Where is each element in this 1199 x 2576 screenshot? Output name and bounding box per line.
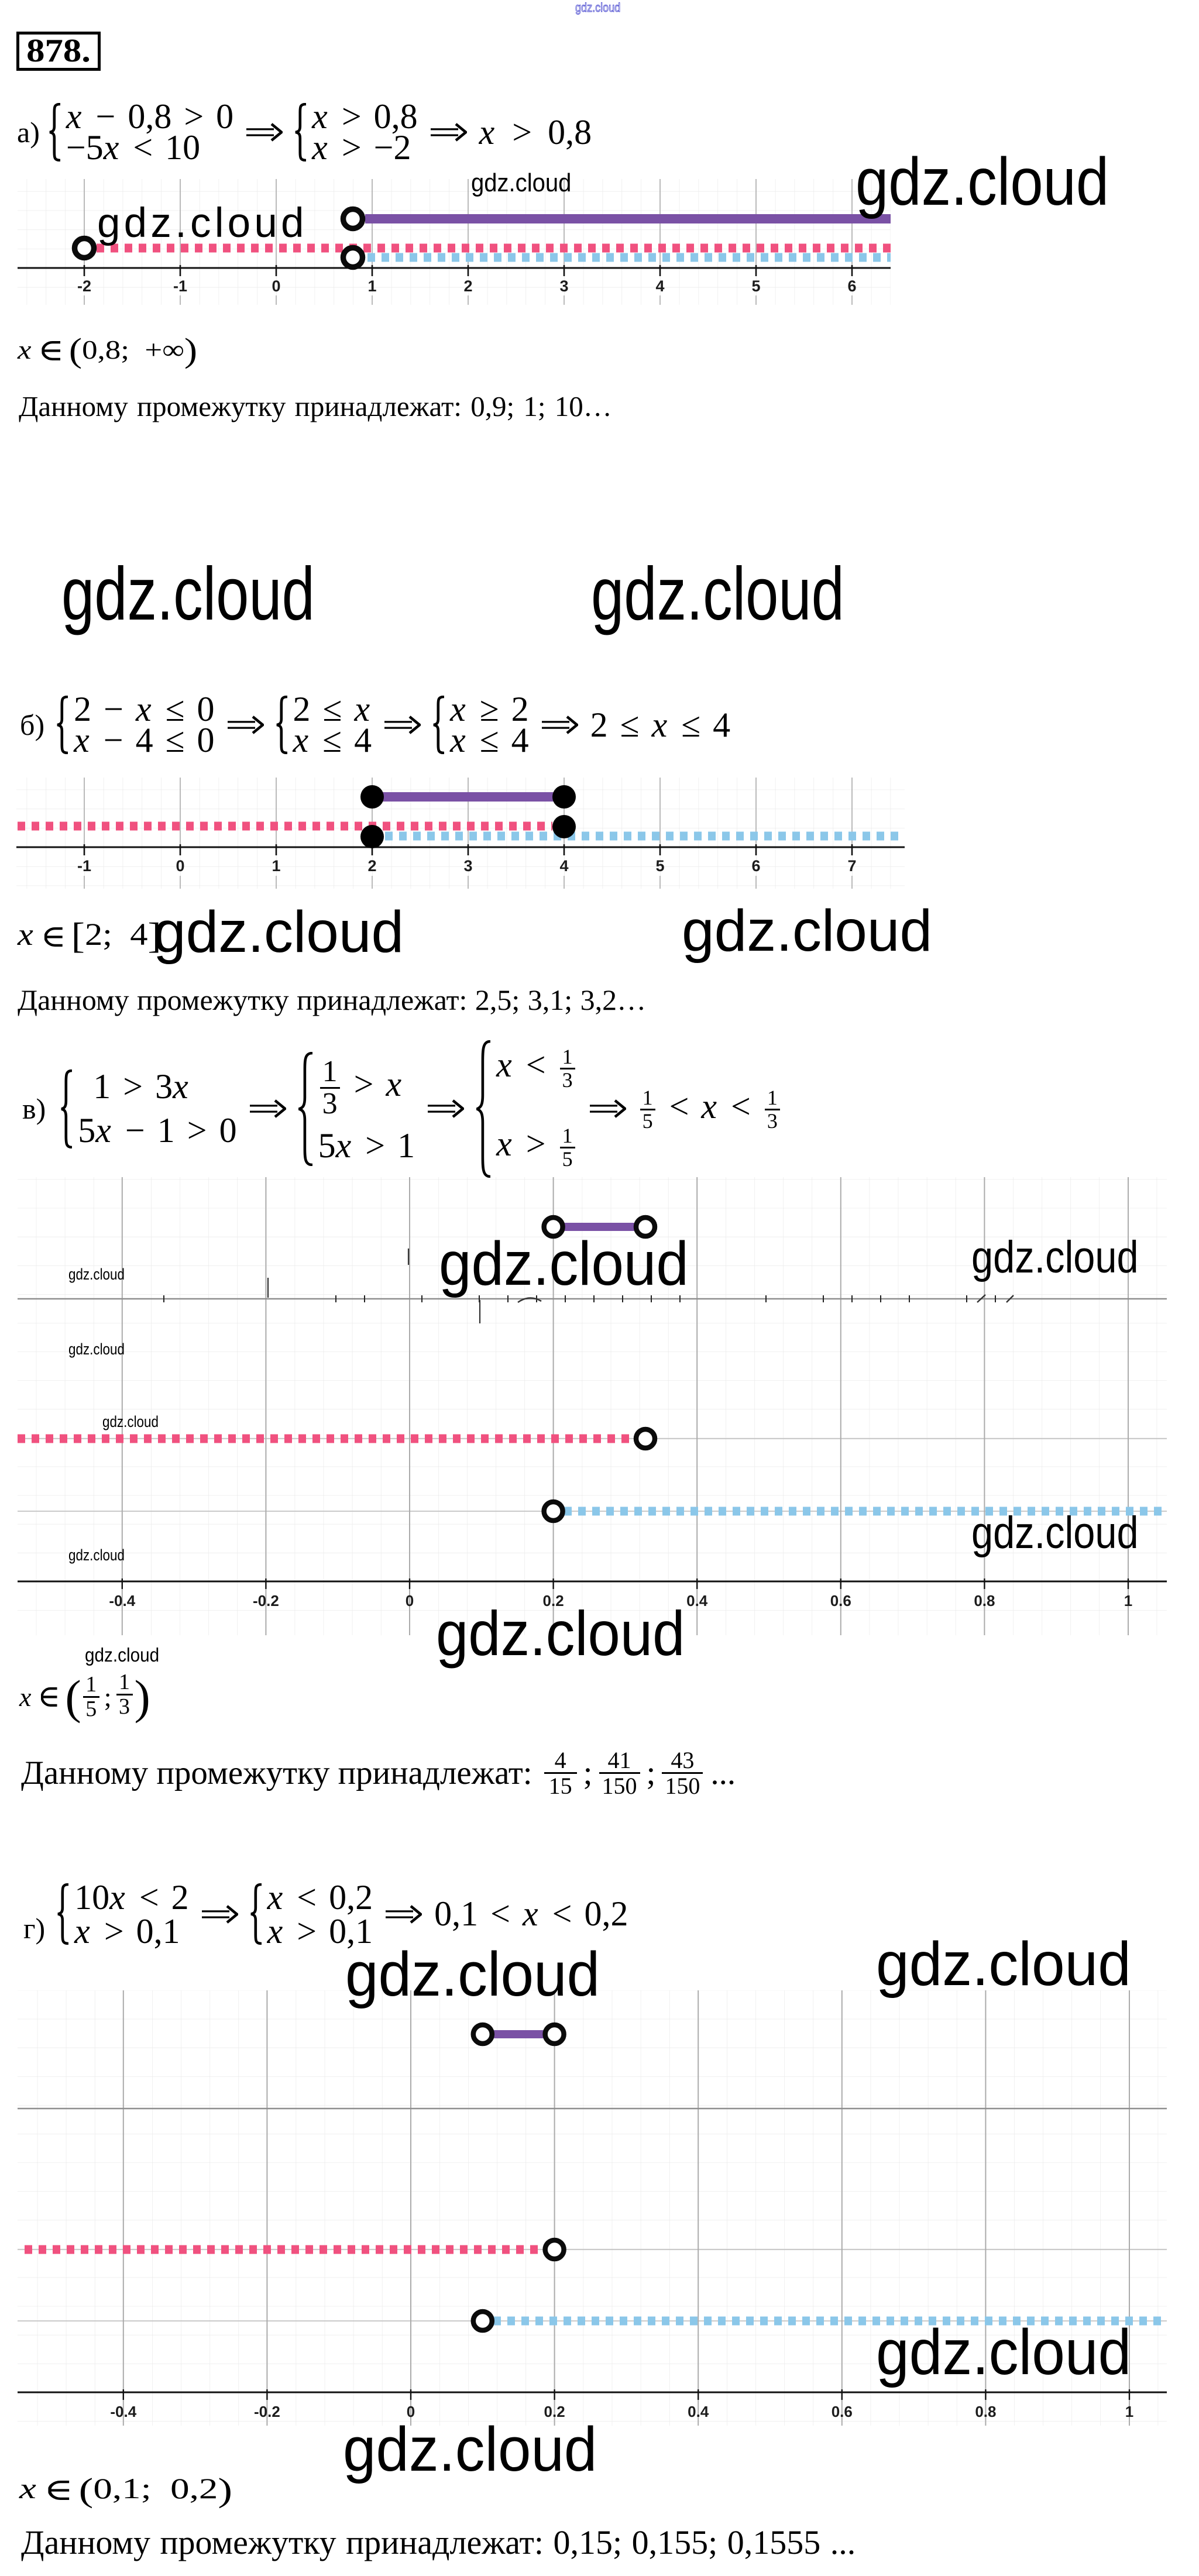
svg-text:6: 6 — [751, 857, 760, 875]
svg-text:1: 1 — [1125, 2403, 1133, 2420]
svg-text:0.4: 0.4 — [686, 1592, 708, 1609]
svg-text:1: 1 — [1124, 1592, 1132, 1609]
svg-text:2: 2 — [463, 277, 472, 295]
svg-text:1: 1 — [272, 857, 280, 875]
svg-text:0.6: 0.6 — [830, 1592, 851, 1609]
svg-text:6: 6 — [847, 277, 856, 295]
svg-text:2: 2 — [367, 857, 376, 875]
svg-text:1: 1 — [367, 277, 376, 295]
svg-text:5: 5 — [751, 277, 760, 295]
svg-text:0.6: 0.6 — [832, 2403, 853, 2420]
svg-text:0: 0 — [272, 277, 280, 295]
svg-text:4: 4 — [655, 277, 664, 295]
svg-text:0.4: 0.4 — [688, 2403, 709, 2420]
svg-text:3: 3 — [559, 277, 568, 295]
svg-text:-2: -2 — [77, 277, 91, 295]
svg-text:0.2: 0.2 — [544, 2403, 565, 2420]
svg-text:7: 7 — [847, 857, 856, 875]
svg-text:0.8: 0.8 — [974, 1592, 995, 1609]
svg-text:-0.2: -0.2 — [253, 1592, 279, 1609]
svg-text:-0.4: -0.4 — [109, 1592, 135, 1609]
svg-text:-1: -1 — [77, 857, 91, 875]
svg-text:4: 4 — [559, 857, 568, 875]
svg-text:0: 0 — [407, 2403, 415, 2420]
svg-text:0: 0 — [176, 857, 184, 875]
svg-text:-0.4: -0.4 — [110, 2403, 136, 2420]
svg-text:-0.2: -0.2 — [254, 2403, 280, 2420]
svg-text:-1: -1 — [173, 277, 187, 295]
svg-text:3: 3 — [463, 857, 472, 875]
svg-text:0.8: 0.8 — [975, 2403, 996, 2420]
svg-text:0.2: 0.2 — [543, 1592, 564, 1609]
svg-text:0: 0 — [406, 1592, 414, 1609]
svg-text:5: 5 — [655, 857, 664, 875]
